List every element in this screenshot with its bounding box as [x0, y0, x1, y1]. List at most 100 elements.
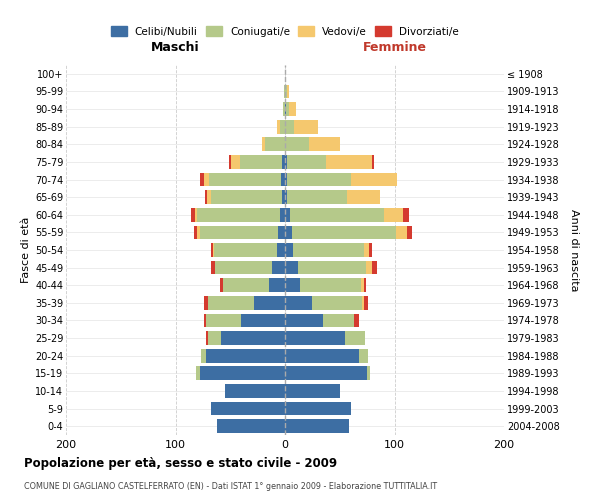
- Bar: [285, 190, 287, 204]
- Bar: [280, 120, 285, 134]
- Bar: [285, 155, 287, 169]
- Bar: [285, 278, 301, 292]
- Bar: [285, 260, 298, 274]
- Bar: [240, 155, 282, 169]
- Bar: [213, 243, 214, 257]
- Bar: [285, 384, 340, 398]
- Bar: [214, 243, 277, 257]
- Bar: [285, 84, 287, 98]
- Bar: [301, 278, 361, 292]
- Bar: [292, 226, 395, 239]
- Y-axis label: Fasce di età: Fasce di età: [20, 217, 31, 283]
- Bar: [285, 296, 313, 310]
- Bar: [350, 172, 397, 186]
- Bar: [285, 243, 293, 257]
- Bar: [285, 120, 294, 134]
- Legend: Celibi/Nubili, Coniugati/e, Vedovi/e, Divorziati/e: Celibi/Nubili, Coniugati/e, Vedovi/e, Di…: [107, 22, 463, 40]
- Bar: [371, 260, 377, 274]
- Text: Maschi: Maschi: [151, 41, 200, 54]
- Bar: [194, 226, 197, 239]
- Bar: [197, 226, 200, 239]
- Bar: [285, 208, 290, 222]
- Bar: [407, 226, 412, 239]
- Bar: [206, 331, 208, 345]
- Bar: [225, 384, 285, 398]
- Text: Popolazione per età, sesso e stato civile - 2009: Popolazione per età, sesso e stato civil…: [24, 458, 337, 470]
- Bar: [285, 172, 287, 186]
- Bar: [205, 190, 207, 204]
- Bar: [280, 208, 285, 222]
- Bar: [281, 172, 285, 186]
- Bar: [200, 349, 206, 362]
- Bar: [361, 278, 364, 292]
- Bar: [278, 226, 285, 239]
- Y-axis label: Anni di nascita: Anni di nascita: [569, 209, 579, 291]
- Bar: [285, 366, 367, 380]
- Text: COMUNE DI GAGLIANO CASTELFERRATO (EN) - Dati ISTAT 1° gennaio 2009 - Elaborazion: COMUNE DI GAGLIANO CASTELFERRATO (EN) - …: [24, 482, 437, 491]
- Bar: [383, 208, 403, 222]
- Bar: [298, 260, 366, 274]
- Bar: [284, 84, 285, 98]
- Bar: [285, 331, 345, 345]
- Bar: [347, 190, 380, 204]
- Bar: [211, 260, 215, 274]
- Bar: [207, 190, 211, 204]
- Bar: [285, 349, 359, 362]
- Bar: [254, 296, 285, 310]
- Bar: [277, 243, 285, 257]
- Bar: [204, 296, 208, 310]
- Bar: [269, 278, 285, 292]
- Bar: [359, 349, 368, 362]
- Bar: [326, 155, 371, 169]
- Bar: [282, 155, 285, 169]
- Bar: [232, 155, 240, 169]
- Bar: [285, 226, 292, 239]
- Bar: [287, 155, 326, 169]
- Bar: [208, 331, 221, 345]
- Bar: [313, 296, 362, 310]
- Bar: [366, 260, 371, 274]
- Bar: [277, 120, 280, 134]
- Bar: [371, 155, 374, 169]
- Bar: [223, 278, 269, 292]
- Bar: [200, 226, 278, 239]
- Bar: [345, 331, 365, 345]
- Bar: [211, 190, 282, 204]
- Bar: [395, 226, 407, 239]
- Bar: [287, 172, 350, 186]
- Bar: [293, 243, 364, 257]
- Bar: [309, 138, 340, 151]
- Bar: [285, 420, 349, 433]
- Bar: [364, 243, 370, 257]
- Bar: [191, 208, 195, 222]
- Bar: [196, 366, 200, 380]
- Bar: [364, 296, 368, 310]
- Bar: [206, 349, 285, 362]
- Bar: [200, 366, 285, 380]
- Bar: [208, 296, 254, 310]
- Bar: [323, 314, 354, 328]
- Bar: [204, 172, 209, 186]
- Bar: [287, 84, 289, 98]
- Bar: [282, 190, 285, 204]
- Bar: [283, 102, 285, 116]
- Bar: [211, 243, 213, 257]
- Bar: [209, 172, 281, 186]
- Bar: [221, 331, 285, 345]
- Bar: [370, 243, 371, 257]
- Bar: [285, 102, 286, 116]
- Bar: [215, 260, 272, 274]
- Bar: [285, 402, 350, 415]
- Bar: [294, 120, 318, 134]
- Bar: [197, 208, 280, 222]
- Bar: [354, 314, 359, 328]
- Bar: [286, 102, 289, 116]
- Bar: [285, 138, 309, 151]
- Bar: [204, 314, 206, 328]
- Bar: [367, 366, 370, 380]
- Bar: [403, 208, 409, 222]
- Bar: [272, 260, 285, 274]
- Bar: [200, 172, 204, 186]
- Bar: [262, 138, 265, 151]
- Bar: [289, 102, 296, 116]
